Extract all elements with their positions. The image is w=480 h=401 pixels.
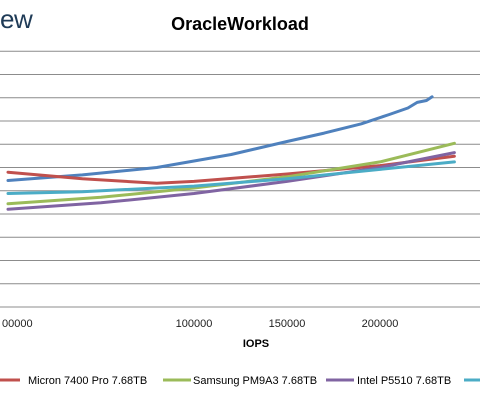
x-tick-label: 100000: [176, 318, 213, 330]
x-tick-label: 150000: [269, 318, 306, 330]
legend-label: Samsung PM9A3 7.68TB: [193, 375, 317, 387]
series-line-2: [6, 154, 456, 185]
x-tick-labels: 00000 100000 150000 200000: [2, 318, 398, 330]
series-line-5: [6, 160, 456, 195]
series-lines: [6, 95, 456, 211]
legend: Micron 7400 Pro 7.68TB Samsung PM9A3 7.68…: [0, 375, 480, 387]
logo-fragment: ew: [0, 4, 33, 34]
x-axis-title: IOPS: [243, 338, 269, 350]
series-line-4: [6, 151, 456, 211]
x-tick-label: 200000: [362, 318, 399, 330]
series-line-1: [6, 95, 434, 182]
series-line-3: [6, 141, 456, 206]
chart-title: OracleWorkload: [171, 14, 309, 34]
legend-label: Intel P5510 7.68TB: [357, 375, 451, 387]
gridlines: [0, 50, 480, 308]
x-tick-label: 00000: [2, 318, 33, 330]
legend-label: Micron 7400 Pro 7.68TB: [28, 375, 147, 387]
